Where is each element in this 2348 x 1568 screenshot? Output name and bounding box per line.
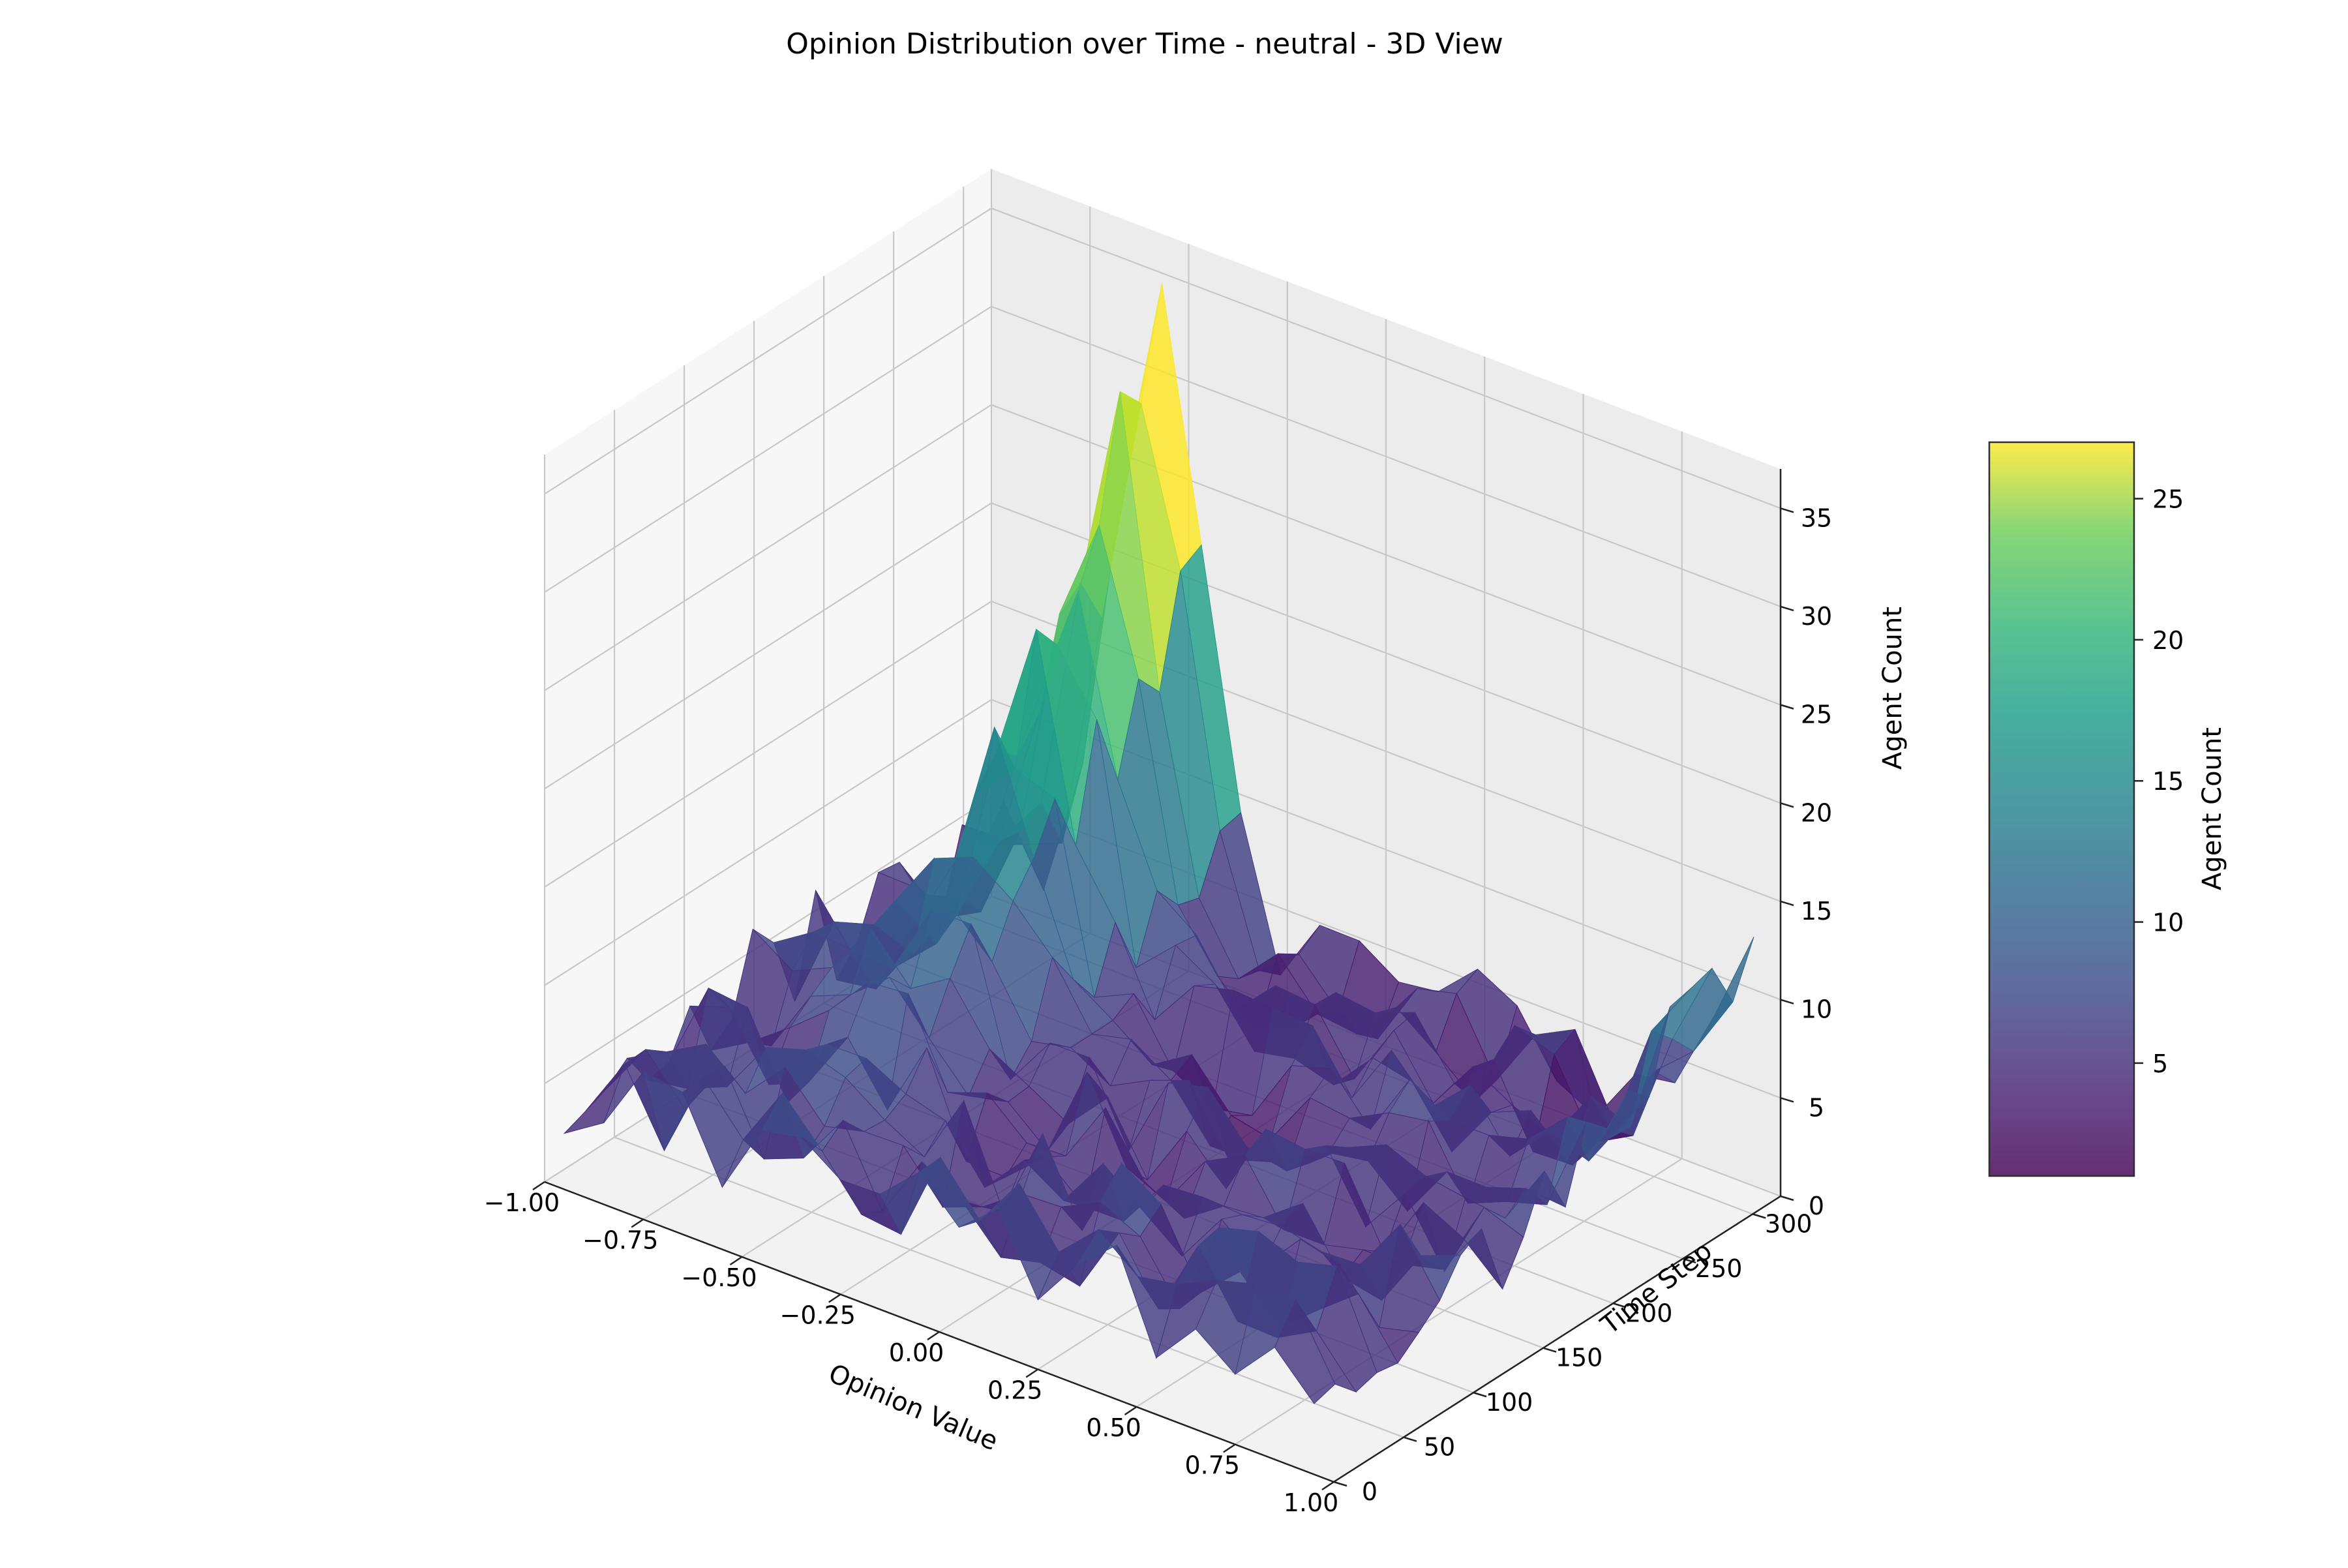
x-axis-label: Opinion Value: [824, 1359, 1002, 1457]
surface-patch: [1274, 1299, 1336, 1404]
x-tick-mark: [1124, 1406, 1137, 1416]
z-tick-mark: [1780, 1097, 1794, 1103]
z-tick-label: 25: [1801, 701, 1832, 729]
x-tick-label: −0.50: [681, 1263, 757, 1292]
y-tick-mark: [1543, 1347, 1557, 1353]
x-tick-mark: [828, 1293, 841, 1303]
z-gridline-left: [544, 699, 992, 986]
tick-labels: −1.00 −0.75 −0.50 −0.25 0.00 0.25 0.50 0.75 1.00…: [484, 504, 1832, 1517]
y-tick-mark: [1473, 1391, 1487, 1398]
z-gridline-left: [544, 306, 992, 593]
x-tick-mark: [1321, 1481, 1334, 1491]
colorbar-gradient: [1988, 441, 2135, 1177]
z-tick-mark: [1780, 704, 1794, 710]
y-tick-mark: [1682, 1258, 1696, 1264]
colorbar-tick-label: 10: [2152, 909, 2184, 937]
z-tick-mark: [1780, 1195, 1794, 1201]
colorbar-tick-label: 25: [2152, 485, 2184, 514]
z-tick-mark: [1780, 802, 1794, 808]
z-axis-label: Agent Count: [1878, 607, 1908, 770]
colorbar-tick-label: 5: [2152, 1049, 2168, 1078]
x-tick-label: −1.00: [484, 1188, 560, 1217]
z-tick-mark: [1780, 900, 1794, 907]
x-tick-mark: [631, 1218, 644, 1228]
x-tick-mark: [532, 1181, 545, 1191]
x-tick-label: −0.25: [780, 1301, 856, 1330]
y-tick-label: 250: [1695, 1254, 1743, 1283]
z-tick-mark: [1780, 999, 1794, 1004]
z-gridline-back: [991, 305, 1781, 607]
x-tick-mark: [729, 1256, 743, 1266]
y-tick-label: 300: [1765, 1209, 1813, 1238]
z-tick-mark: [1780, 605, 1794, 612]
z-tick-label: 20: [1801, 798, 1832, 827]
x-tick-mark: [1025, 1368, 1038, 1378]
y-tick-label: 100: [1486, 1388, 1533, 1417]
x-tick-label: 0.50: [1086, 1413, 1141, 1442]
colorbar-label: Agent Count: [2197, 727, 2227, 890]
x-tick-label: 0.75: [1184, 1451, 1240, 1480]
colorbar-tick-label: 15: [2152, 767, 2184, 796]
colorbar: 5 10 15 20 25 Agent Count: [1988, 441, 2227, 1177]
x-tick-label: 1.00: [1284, 1488, 1339, 1517]
chart-title: Opinion Distribution over Time - neutral…: [786, 27, 1503, 61]
y-tick-label: 0: [1362, 1477, 1377, 1506]
z-tick-label: 30: [1801, 602, 1832, 631]
y-tick-mark: [1403, 1436, 1417, 1442]
z-tick-label: 35: [1801, 504, 1832, 532]
z-gridline-back: [991, 207, 1781, 509]
y-tick-label: 150: [1556, 1344, 1603, 1372]
z-gridline-left: [544, 404, 992, 691]
z-tick-mark: [1780, 507, 1794, 513]
colorbar-tick-label: 20: [2152, 626, 2184, 655]
y-axis-line: [1333, 1195, 1781, 1483]
z-gridline-left: [544, 207, 992, 495]
surface-plot: [563, 283, 1754, 1404]
colorbar-ticks: 5 10 15 20 25: [2134, 485, 2184, 1078]
x-tick-label: 0.25: [987, 1376, 1043, 1405]
z-tick-label: 15: [1801, 897, 1832, 926]
z-tick-label: 10: [1801, 995, 1832, 1024]
x-tick-label: 0.00: [889, 1338, 944, 1367]
y-tick-mark: [1752, 1213, 1766, 1219]
y-tick-mark: [1333, 1481, 1347, 1487]
z-gridline-left: [544, 601, 992, 888]
y-tick-label: 200: [1625, 1299, 1673, 1327]
x-tick-mark: [927, 1331, 940, 1341]
z-gridline-left: [544, 502, 992, 790]
x-tick-label: −0.75: [582, 1226, 658, 1255]
z-tick-label: 0: [1809, 1192, 1824, 1220]
y-tick-label: 50: [1424, 1433, 1455, 1462]
y-tick-mark: [1612, 1303, 1627, 1308]
z-tick-label: 5: [1809, 1093, 1824, 1122]
x-tick-mark: [1223, 1443, 1236, 1453]
t-gridline-floor: [614, 1136, 1404, 1438]
